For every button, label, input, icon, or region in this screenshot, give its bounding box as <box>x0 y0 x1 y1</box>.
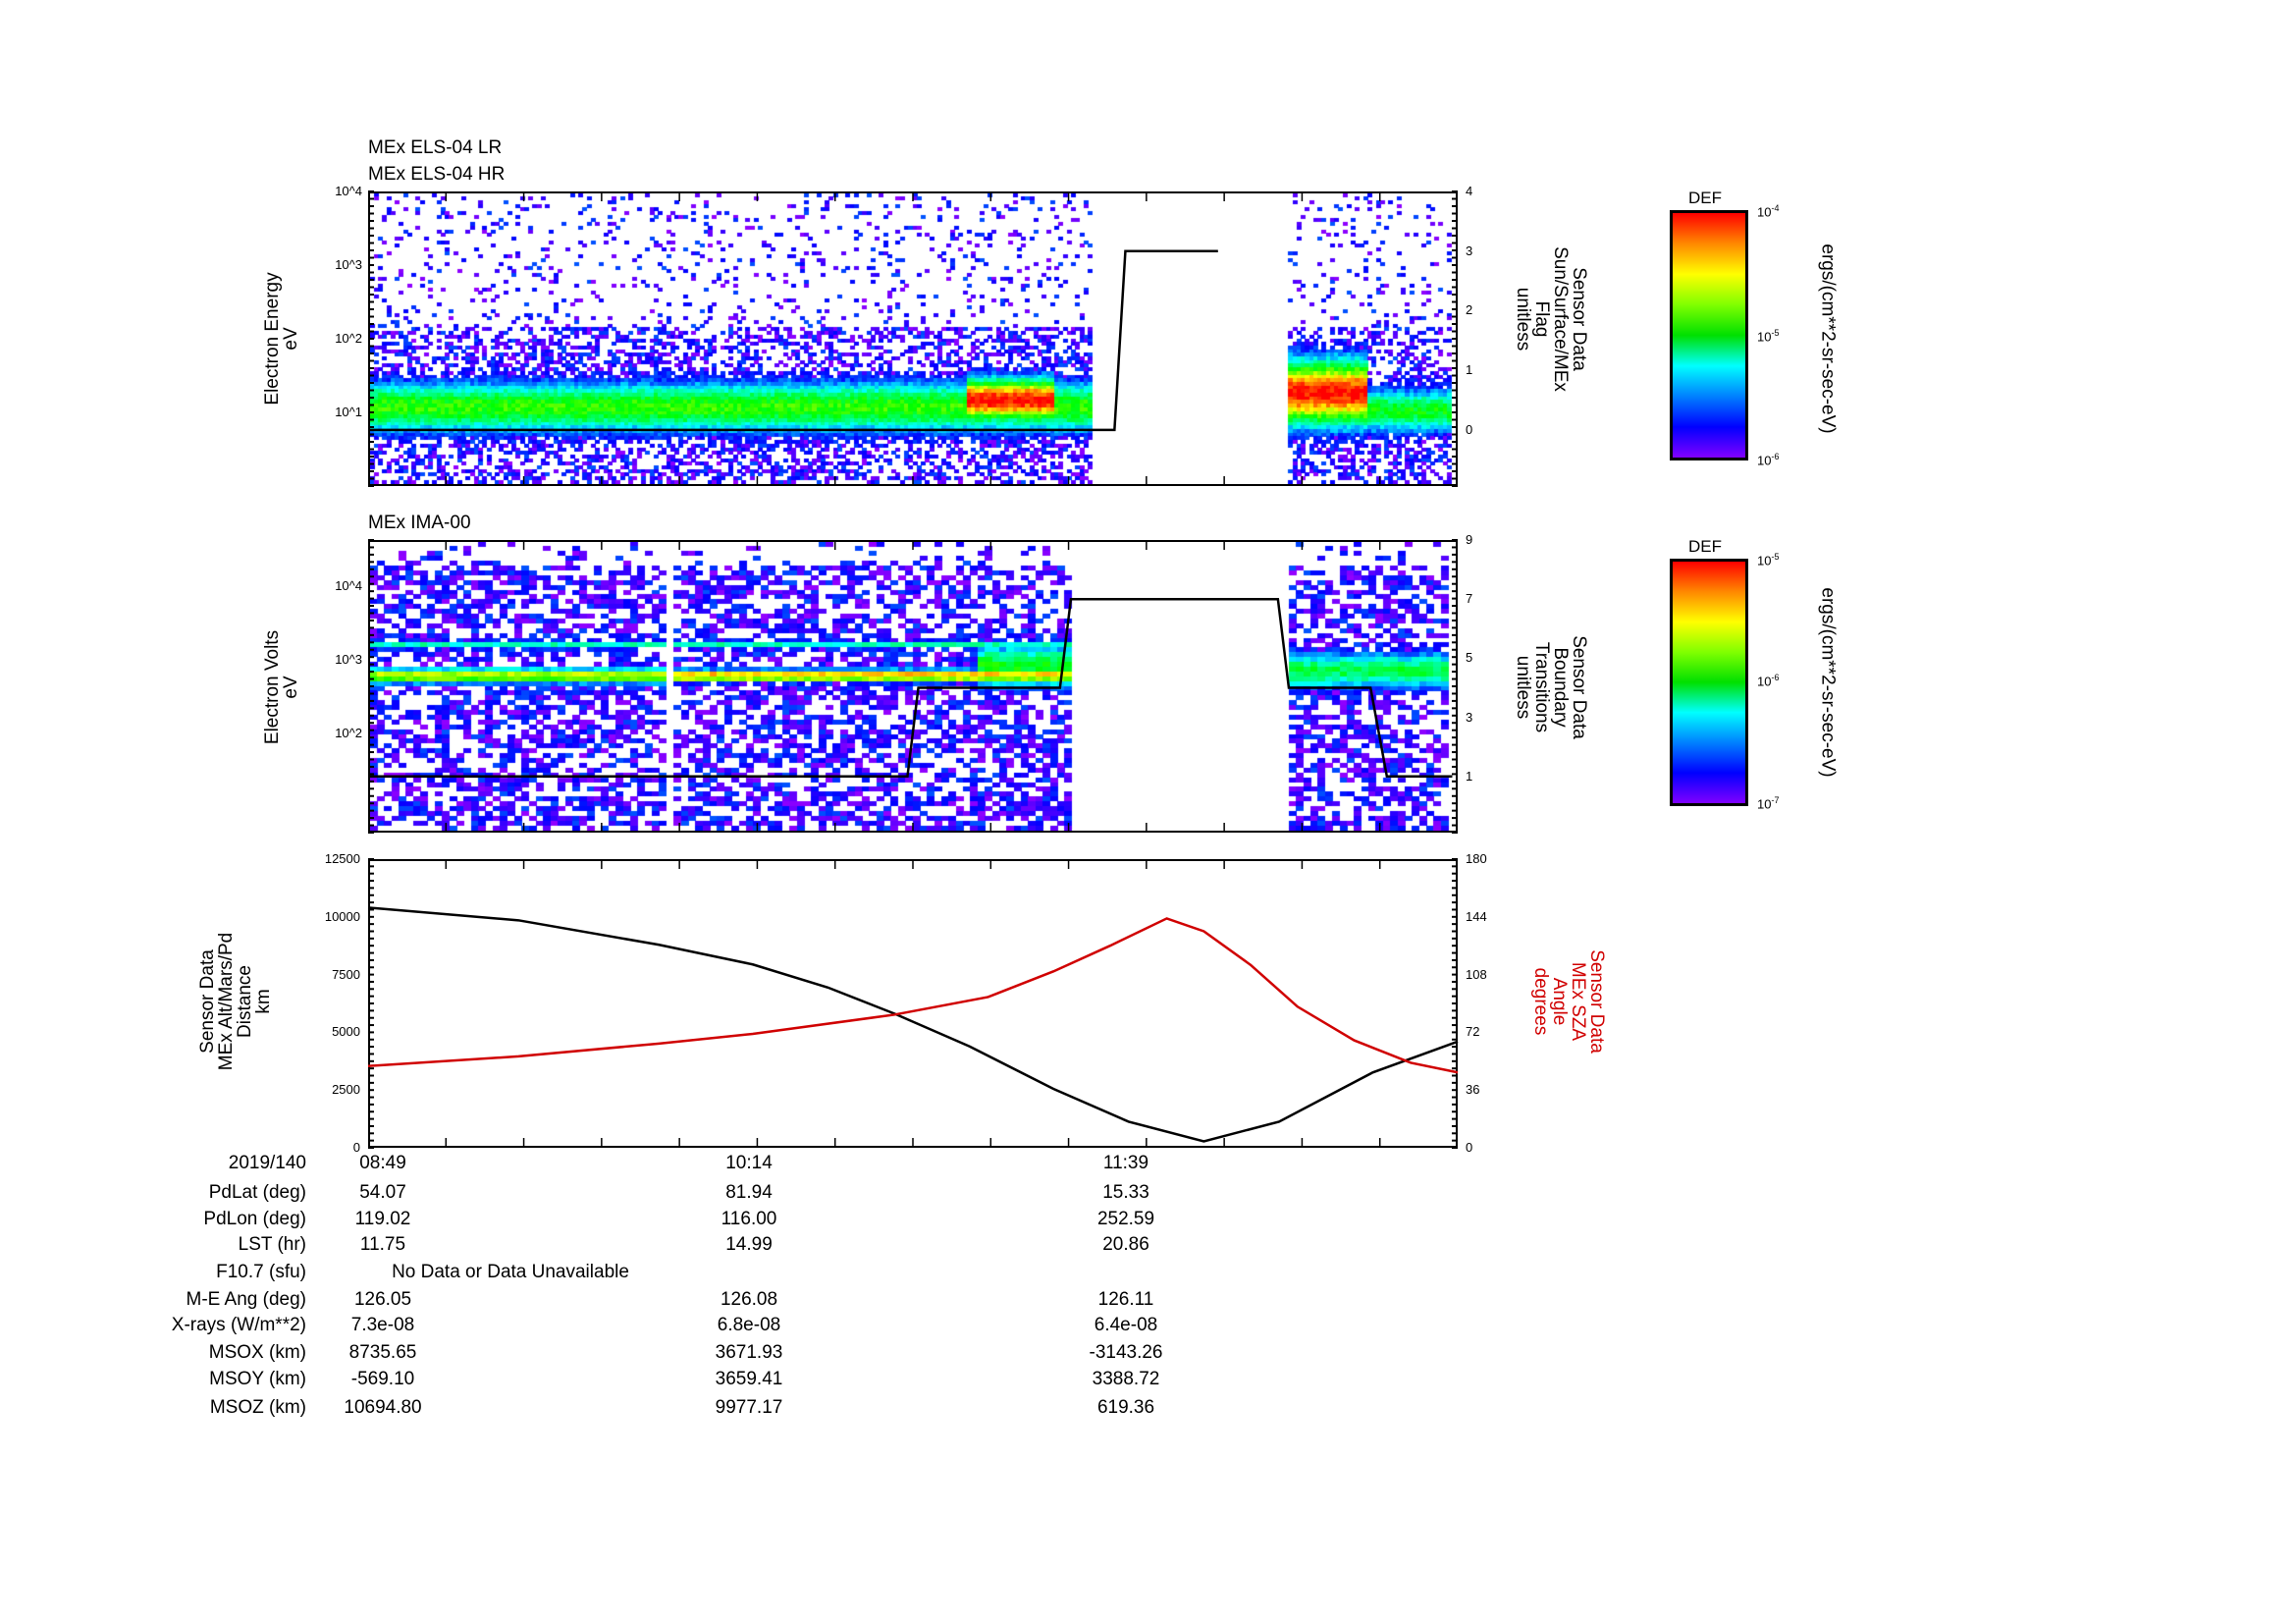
els-y2tick: 4 <box>1466 184 1473 198</box>
ephemeris-value: 15.33 <box>1102 1182 1149 1203</box>
ima-spectrogram-panel <box>368 540 1458 833</box>
els-y2tick: 3 <box>1466 243 1473 258</box>
els-y2tick: 2 <box>1466 302 1473 318</box>
ima-y2tick: 9 <box>1466 532 1473 547</box>
ima-y2tick: 3 <box>1466 709 1473 725</box>
els-y2tick: 0 <box>1466 421 1473 437</box>
ephemeris-row-label: X-rays (W/m**2) <box>171 1315 306 1335</box>
ephemeris-value: 126.05 <box>353 1289 412 1310</box>
ephemeris-value: 6.4e-08 <box>1094 1315 1158 1335</box>
orbit-ytick: 7500 <box>332 966 360 982</box>
els-cbar-tick: 10-4 <box>1757 203 1780 220</box>
els-spectrogram-panel <box>368 191 1458 486</box>
ephemeris-value: 11:39 <box>1102 1153 1149 1173</box>
ephemeris-row-label: MSOX (km) <box>208 1342 306 1363</box>
orbit-y2tick: 72 <box>1466 1024 1480 1040</box>
ephemeris-value: 7.3e-08 <box>350 1315 415 1335</box>
ima-cbar-tick: 10-7 <box>1757 795 1780 812</box>
ephemeris-note: No Data or Data Unavailable <box>392 1262 629 1282</box>
els-cbar-tick: 10-6 <box>1757 452 1780 468</box>
els-y2tick: 1 <box>1466 362 1473 378</box>
orbit-y2tick: 0 <box>1466 1140 1473 1155</box>
ephemeris-value: 14.99 <box>725 1234 773 1255</box>
ephemeris-row-label: LST (hr) <box>238 1234 306 1255</box>
ephemeris-value: 10694.80 <box>344 1397 422 1418</box>
ephemeris-value: -3143.26 <box>1089 1342 1163 1363</box>
ephemeris-value: 10:14 <box>725 1153 773 1173</box>
ephemeris-value: 126.11 <box>1097 1289 1154 1310</box>
ephemeris-row-label: PdLat (deg) <box>208 1182 306 1203</box>
els-ytick: 10^3 <box>335 257 362 272</box>
ima-title: MEx IMA-00 <box>368 513 471 533</box>
ephemeris-row-label: M-E Ang (deg) <box>186 1289 307 1310</box>
ima-cbar-tick: 10-5 <box>1757 552 1780 568</box>
ima-ytick: 10^3 <box>335 651 362 667</box>
ephemeris-value: 8735.65 <box>348 1342 417 1363</box>
ephemeris-value: 3659.41 <box>715 1369 783 1389</box>
ephemeris-value: 81.94 <box>725 1182 773 1203</box>
sza-series-line <box>367 917 1459 1074</box>
els-ytick: 10^1 <box>335 405 362 419</box>
ima-y2tick: 5 <box>1466 650 1473 666</box>
orbit-ytick: 12500 <box>324 851 360 866</box>
els-cbar-tick: 10-5 <box>1757 328 1780 345</box>
orbit-ytick: 5000 <box>332 1024 360 1040</box>
ephemeris-value: 619.36 <box>1096 1397 1155 1418</box>
els-colorbar <box>1670 210 1748 460</box>
ima-y2tick: 7 <box>1466 591 1473 607</box>
ephemeris-row-label: MSOY (km) <box>209 1369 306 1389</box>
ima-cbar-tick: 10-6 <box>1757 673 1780 689</box>
ephemeris-value: 252.59 <box>1096 1209 1155 1229</box>
els-title-hr: MEx ELS-04 HR <box>368 164 506 185</box>
ephemeris-value: 116.00 <box>721 1209 777 1229</box>
els-spectrogram <box>370 193 1456 484</box>
orbit-y2tick: 144 <box>1466 908 1487 924</box>
ephemeris-value: 9977.17 <box>715 1397 783 1418</box>
ephemeris-value: 119.02 <box>354 1209 411 1229</box>
ephemeris-value: 11.75 <box>359 1234 406 1255</box>
ima-y2tick: 1 <box>1466 768 1473 784</box>
orbit-y2tick: 108 <box>1466 966 1487 982</box>
ephemeris-row-label: PdLon (deg) <box>203 1209 306 1229</box>
ephemeris-value: 126.08 <box>720 1289 778 1310</box>
ima-colorbar <box>1670 559 1748 806</box>
ephemeris-row-label: 2019/140 <box>228 1153 306 1173</box>
orbit-ytick: 2500 <box>332 1082 360 1098</box>
orbit-y2tick: 180 <box>1466 851 1487 866</box>
ephemeris-value: 6.8e-08 <box>717 1315 781 1335</box>
ephemeris-row-label: MSOZ (km) <box>209 1397 306 1418</box>
ima-spectrogram <box>370 542 1456 831</box>
ephemeris-value: 3671.93 <box>715 1342 783 1363</box>
ephemeris-value: 08:49 <box>359 1153 406 1173</box>
flag-series-line <box>368 249 1218 432</box>
els-title-lr: MEx ELS-04 LR <box>368 137 503 158</box>
distance-series-line <box>367 906 1459 1143</box>
orbit-ytick: 10000 <box>324 908 360 924</box>
boundary-series-line <box>368 597 1453 779</box>
ephemeris-value: 3388.72 <box>1092 1369 1160 1389</box>
orbit-y2tick: 36 <box>1466 1082 1480 1098</box>
orbit-ytick: 0 <box>352 1140 360 1155</box>
ima-ytick: 10^4 <box>335 577 362 593</box>
ephemeris-value: 20.86 <box>1102 1234 1149 1255</box>
els-ytick: 10^2 <box>335 331 362 346</box>
els-colorbar-title: DEF <box>1688 189 1722 207</box>
ima-colorbar-title: DEF <box>1688 537 1722 556</box>
ephemeris-row-label: F10.7 (sfu) <box>216 1262 306 1282</box>
ima-ytick: 10^2 <box>335 726 362 741</box>
ephemeris-value: 54.07 <box>359 1182 406 1203</box>
ephemeris-value: -569.10 <box>350 1369 415 1389</box>
els-ytick: 10^4 <box>335 184 362 198</box>
